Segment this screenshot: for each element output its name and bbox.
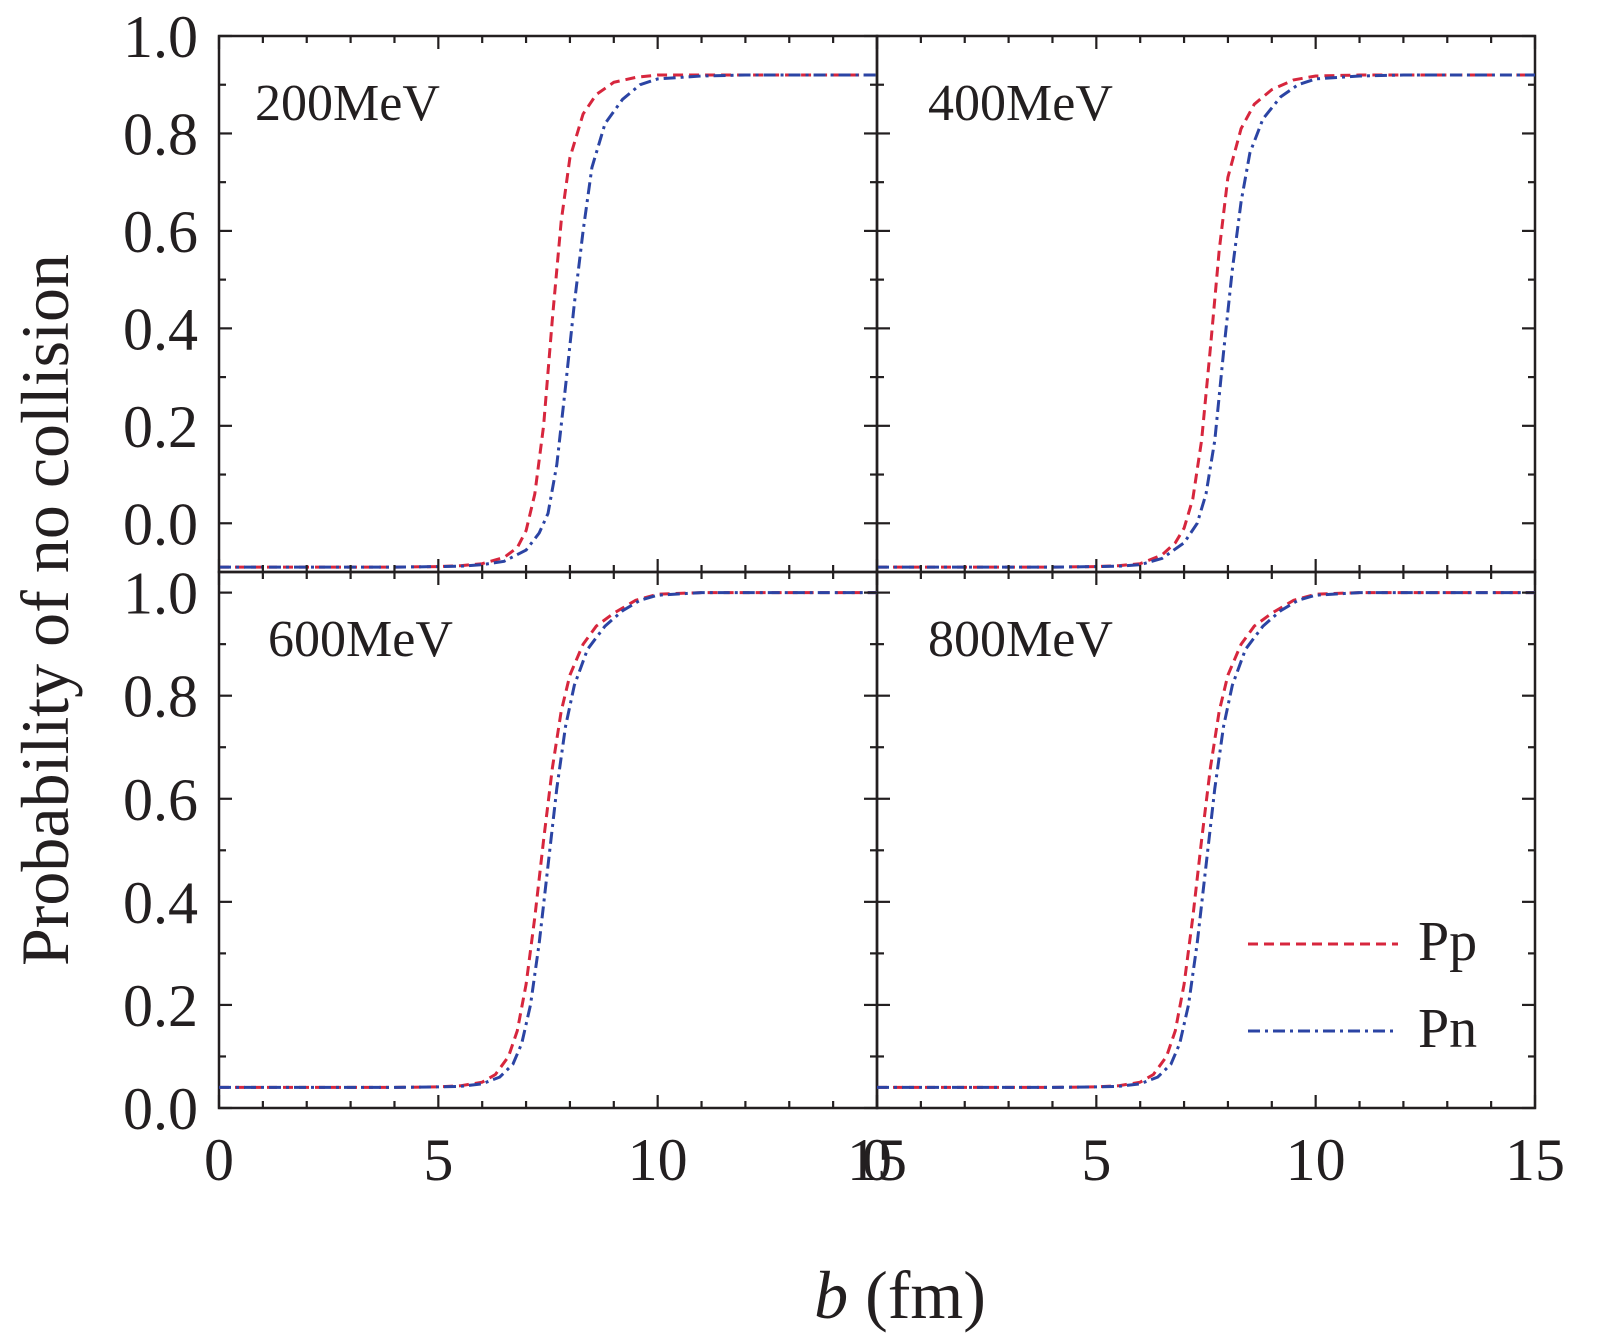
curves: [219, 73, 1535, 1089]
x-tick-label: 15: [847, 1127, 907, 1193]
y-tick-label: 0.6: [123, 767, 198, 833]
x-axis-title: b (fm): [814, 1257, 986, 1333]
x-axis-title-unit: (fm): [848, 1257, 986, 1333]
panel-label-800MeV: 800MeV: [928, 611, 1113, 668]
legend-label-pp: Pp: [1418, 911, 1477, 973]
x-tick-label: 0: [204, 1127, 234, 1193]
labels: 0.0 0.2 0.4 0.6 0.8 1.0 200MeV 400MeV 0.0 0.2 0.4 0…: [123, 4, 1565, 1193]
y-tick-label: 0.0: [123, 491, 198, 557]
y-tick-label: 0.4: [123, 870, 198, 936]
y-tick-label: 0.4: [123, 296, 198, 362]
y-tick-label: 1.0: [123, 4, 198, 70]
ticks: [217, 34, 1537, 1110]
panel-label-200MeV: 200MeV: [255, 75, 440, 132]
panel-frame-800MeV: [875, 570, 1537, 1110]
curve-pn-400MeV: [877, 73, 1535, 569]
y-tick-label: 0.8: [123, 664, 198, 730]
panel-frames: [217, 34, 1537, 1110]
curve-pp-200MeV: [219, 73, 877, 569]
curve-pn-600MeV: [219, 591, 877, 1089]
y-tick-label: 0.8: [123, 101, 198, 167]
x-tick-label: 15: [1505, 1127, 1565, 1193]
y-tick-label: 0.2: [123, 973, 198, 1039]
panel-label-400MeV: 400MeV: [928, 75, 1113, 132]
x-tick-label: 5: [423, 1127, 453, 1193]
x-tick-label: 0: [862, 1127, 892, 1193]
y-axis-title: Probability of no collision: [7, 254, 83, 966]
y-tick-label: 1.0: [123, 561, 198, 627]
legend-label-pn: Pn: [1418, 998, 1477, 1060]
curve-pn-800MeV: [877, 591, 1535, 1089]
y-tick-label: 0.0: [123, 1076, 198, 1142]
panel-label-600MeV: 600MeV: [268, 611, 453, 668]
x-tick-label: 10: [1286, 1127, 1346, 1193]
x-axis-title-variable: b: [814, 1257, 848, 1333]
x-tick-label: 10: [628, 1127, 688, 1193]
y-tick-label: 0.6: [123, 199, 198, 265]
x-tick-label: 5: [1081, 1127, 1111, 1193]
curve-pn-200MeV: [219, 73, 877, 569]
y-tick-label: 0.2: [123, 394, 198, 460]
